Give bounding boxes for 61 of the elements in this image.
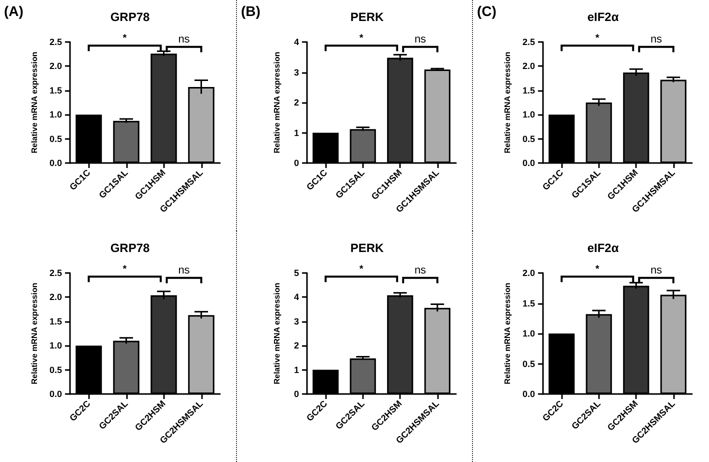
annotation: *: [595, 264, 600, 276]
annotation: ns: [650, 264, 663, 276]
y-tick-label: 1: [294, 128, 299, 138]
annotation: *: [359, 33, 364, 44]
chart-title: PERK: [350, 10, 384, 24]
chart-title: eIF2α: [587, 10, 620, 24]
y-tick-label: 1.0: [49, 110, 62, 120]
y-tick-label: 2.0: [522, 61, 535, 72]
y-tick-label: 1.5: [522, 85, 535, 96]
chart-title: GRP78: [110, 241, 150, 255]
chart-title: eIF2α: [587, 241, 620, 255]
y-tick-label: 0.0: [49, 389, 62, 399]
y-tick-label: 2.5: [49, 37, 62, 47]
y-tick-label: 3: [294, 316, 299, 326]
y-axis-title: Relative mRNA expression: [30, 52, 40, 154]
y-axis-title: Relative mRNA expression: [30, 282, 40, 384]
y-axis-title: Relative mRNA expression: [503, 52, 512, 154]
y-tick-label: 0.0: [522, 389, 535, 399]
y-tick-label: 5: [294, 268, 299, 278]
annotation: *: [122, 264, 127, 276]
annotation: ns: [414, 264, 427, 276]
y-tick-label: 0.5: [49, 364, 62, 375]
y-axis-title: Relative mRNA expression: [503, 282, 512, 384]
y-tick-label: 0.5: [49, 134, 62, 144]
annotation: ns: [414, 33, 427, 46]
y-axis-title: Relative mRNA expression: [272, 52, 282, 154]
y-tick-label: 0.0: [522, 158, 535, 168]
text: (A): [4, 3, 24, 19]
y-tick-label: 2: [294, 98, 299, 108]
chart-title: GRP78: [110, 10, 150, 24]
y-tick-label: 2.5: [522, 37, 535, 47]
y-tick-label: 1.0: [49, 340, 62, 351]
y-tick-label: 4: [294, 292, 299, 302]
y-tick-label: 4: [294, 37, 299, 47]
chart-title: PERK: [350, 241, 384, 255]
y-tick-label: 1.5: [49, 316, 62, 326]
y-tick-label: 1.0: [522, 110, 535, 120]
annotation: ns: [650, 33, 663, 46]
y-tick-label: 1.5: [49, 85, 62, 96]
y-tick-label: 0: [294, 389, 299, 399]
y-tick-label: 2.0: [49, 292, 62, 302]
y-tick-label: 2.5: [49, 268, 62, 278]
y-tick-label: 2.0: [522, 268, 535, 278]
annotation: ns: [178, 33, 190, 46]
y-tick-label: 1.0: [522, 328, 535, 338]
y-tick-label: 2: [294, 340, 299, 351]
y-tick-label: 0.0: [49, 158, 62, 168]
y-tick-label: 0.5: [522, 134, 535, 144]
y-tick-label: 0.5: [522, 358, 535, 369]
y-tick-label: 2.0: [49, 61, 62, 72]
y-tick-label: 0: [294, 158, 299, 168]
y-tick-label: 1.5: [522, 298, 535, 308]
annotation: *: [359, 264, 364, 276]
y-tick-label: 1: [294, 364, 299, 375]
annotation: ns: [178, 264, 190, 276]
annotation: *: [122, 33, 127, 44]
text: (C): [477, 3, 496, 19]
annotation: *: [595, 33, 600, 44]
y-axis-title: Relative mRNA expression: [272, 282, 282, 384]
y-tick-label: 3: [294, 67, 299, 78]
text: (B): [241, 3, 260, 19]
